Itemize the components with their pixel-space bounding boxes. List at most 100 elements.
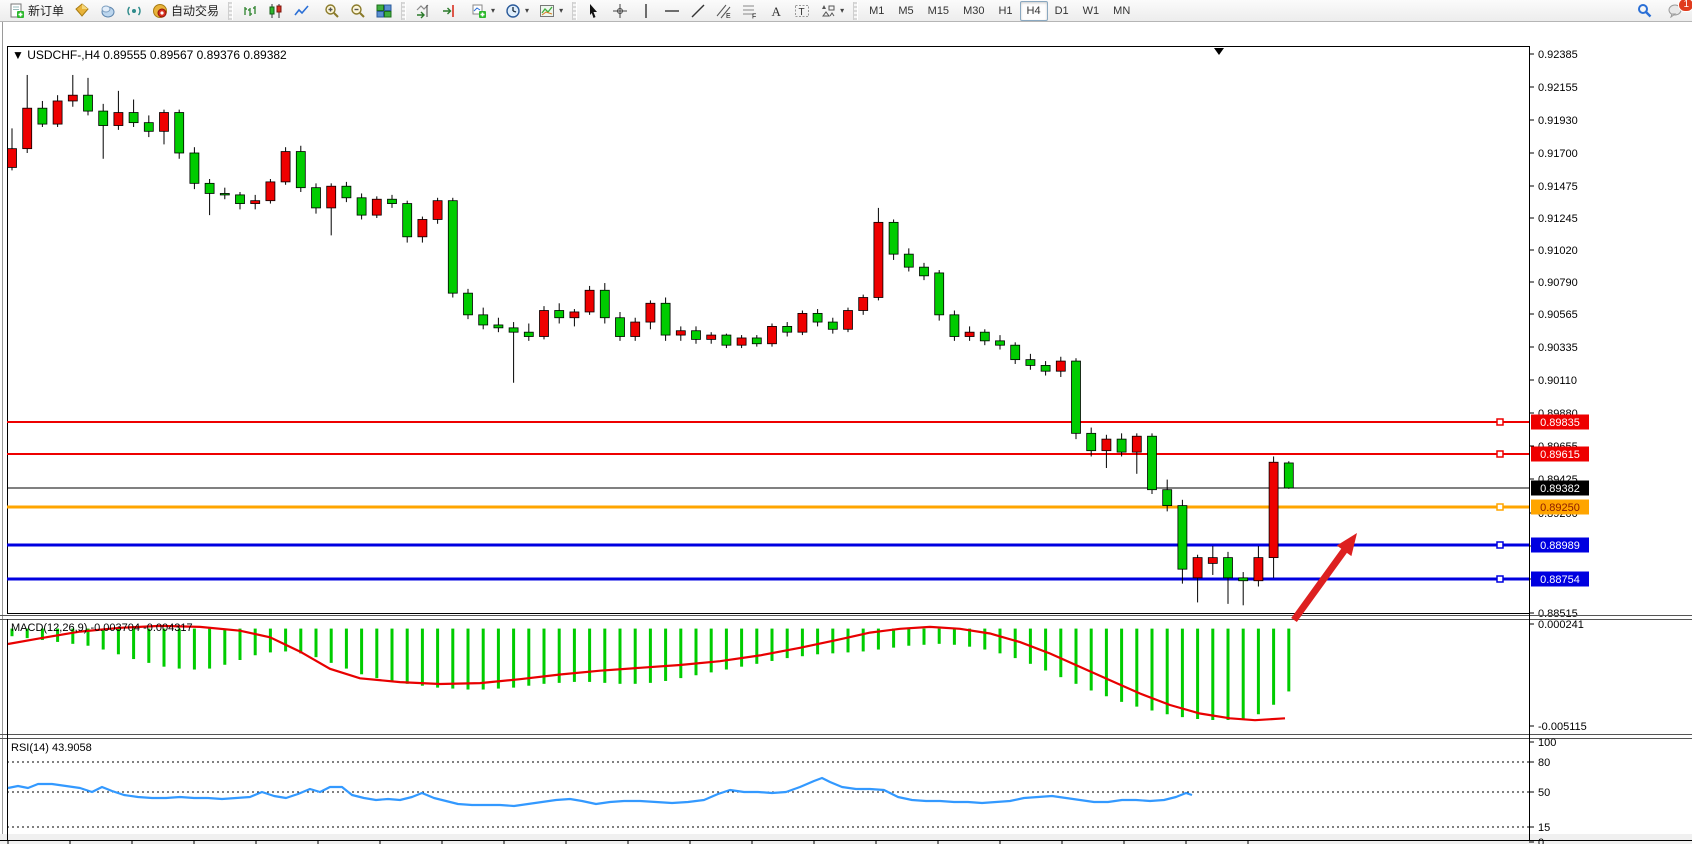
chart-shift-icon xyxy=(443,4,454,17)
rsi-axis-label: 50 xyxy=(1538,787,1550,799)
timeframe-mn-button[interactable]: MN xyxy=(1113,4,1131,17)
candle-body xyxy=(1162,489,1173,506)
price-badge-0.89615 xyxy=(1531,446,1589,462)
tile-windows-button[interactable] xyxy=(371,1,397,21)
search-button[interactable] xyxy=(1632,1,1657,21)
auto-scroll-icon xyxy=(416,4,429,18)
line-handle[interactable] xyxy=(1496,450,1504,458)
trendline-button[interactable] xyxy=(685,1,711,21)
main-toolbar: 新订单 自动交易 ▾ ▾ ▾ E F A T ▾ M1 M5 M15 M30 H1 H4 D1 W1 MN 1 xyxy=(0,0,1692,22)
candle-body xyxy=(843,310,853,330)
tile-windows-icon xyxy=(376,4,392,17)
macd-label: MACD(12,26,9) -0.003704 -0.004317 xyxy=(11,622,193,634)
candle-body xyxy=(1147,435,1157,491)
candle-body xyxy=(873,221,884,298)
svg-text:A: A xyxy=(772,4,782,19)
timeframe-d1-button[interactable]: D1 xyxy=(1054,4,1069,17)
candle-body xyxy=(1071,360,1081,434)
horizontal-line-button[interactable] xyxy=(659,1,685,21)
zoom-in-button[interactable] xyxy=(319,1,345,21)
candle-body xyxy=(858,297,869,311)
toolbar-scroll-group xyxy=(408,0,464,21)
candle-body xyxy=(523,331,534,337)
price-badge-label: 0.89835 xyxy=(1540,417,1580,429)
market-watch-button[interactable] xyxy=(95,1,121,21)
price-badge-label: 0.88989 xyxy=(1540,540,1580,552)
candle-body xyxy=(919,266,929,277)
candle-body xyxy=(387,198,397,204)
shift-marker-icon[interactable] xyxy=(1214,48,1224,55)
add-indicator-button[interactable]: ▾ xyxy=(466,1,500,21)
chevron-down-icon: ▾ xyxy=(559,6,564,15)
line-handle[interactable] xyxy=(1496,575,1504,583)
price-badge-0.88754 xyxy=(1531,571,1589,587)
fibonacci-button[interactable]: F xyxy=(737,1,763,21)
vertical-line-button[interactable] xyxy=(633,1,659,21)
chart-window[interactable]: 0.92385 0.92155 0.91930 0.91700 0.91475 0.912… xyxy=(0,22,1692,844)
timeframe-m15-button[interactable]: M15 xyxy=(927,4,950,17)
candle-body xyxy=(1238,577,1249,582)
signal-button[interactable] xyxy=(121,1,147,21)
line-handle[interactable] xyxy=(1496,418,1504,426)
timeframe-m5-button[interactable]: M5 xyxy=(898,4,914,17)
label-button[interactable]: T xyxy=(789,1,815,21)
candle-body xyxy=(934,272,945,316)
new-order-button[interactable]: 新订单 xyxy=(4,1,69,21)
toolbar-separator xyxy=(572,1,578,20)
candle-body xyxy=(797,312,808,333)
candle-body xyxy=(751,337,762,345)
line-handle[interactable] xyxy=(1496,541,1504,549)
chart-gold-button[interactable] xyxy=(69,1,95,21)
toolbar-right-group: 1 xyxy=(1632,0,1692,21)
candle-body xyxy=(767,325,777,345)
timeframe-m1-button[interactable]: M1 xyxy=(869,4,885,17)
auto-trade-button[interactable]: 自动交易 xyxy=(147,1,224,21)
text-button[interactable]: A xyxy=(763,1,789,21)
candle-body xyxy=(1253,557,1264,582)
trend-arrow-shaft[interactable] xyxy=(1291,543,1351,623)
timeframe-m30-button[interactable]: M30 xyxy=(963,4,985,17)
candlestick-button[interactable] xyxy=(263,1,289,21)
candle-body xyxy=(1055,360,1066,372)
text-icon: A xyxy=(772,4,782,19)
template-button[interactable]: ▾ xyxy=(534,1,568,21)
auto-scroll-button[interactable] xyxy=(410,1,436,21)
price-badge-0.89382 xyxy=(1531,480,1589,496)
notifications-button[interactable]: 1 xyxy=(1663,0,1692,21)
candle-body xyxy=(1207,557,1218,564)
timeframe-h4-button[interactable]: H4 xyxy=(1019,0,1048,21)
timeframe-h1-button[interactable]: H1 xyxy=(998,4,1013,17)
candle-body xyxy=(311,187,321,209)
candle-body xyxy=(812,312,823,323)
bar-chart-button[interactable] xyxy=(237,1,263,21)
period-button[interactable]: ▾ xyxy=(500,1,534,21)
trend-arrow-head[interactable] xyxy=(1336,533,1357,557)
rsi-axis-label: 100 xyxy=(1538,737,1556,749)
chart-shift-button[interactable] xyxy=(436,1,462,21)
candle-body xyxy=(463,292,473,316)
candle-body xyxy=(691,330,701,340)
line-chart-button[interactable] xyxy=(289,1,315,21)
candle-body xyxy=(1268,461,1279,559)
timeframe-w1-button[interactable]: W1 xyxy=(1082,4,1100,17)
candle-body xyxy=(979,331,990,342)
svg-text:F: F xyxy=(752,13,756,19)
chat-bubble-icon xyxy=(1668,4,1682,18)
crosshair-button[interactable] xyxy=(607,1,633,21)
candle-body xyxy=(447,200,458,294)
line-handle[interactable] xyxy=(1496,503,1504,511)
bar-chart-icon xyxy=(244,5,256,16)
rsi-line xyxy=(7,776,1193,808)
price-axis-label: 0.91245 xyxy=(1538,213,1578,225)
price-chart[interactable]: 0.92385 0.92155 0.91930 0.91700 0.91475 0.912… xyxy=(0,22,1692,844)
zoom-out-button[interactable] xyxy=(345,1,371,21)
channel-button[interactable]: E xyxy=(711,1,737,21)
macd-axis-label: 0.000241 xyxy=(1538,619,1584,631)
shapes-button[interactable]: ▾ xyxy=(815,1,849,21)
candle-body xyxy=(52,100,63,125)
rsi-axis-label: 15 xyxy=(1538,822,1550,834)
candle-body xyxy=(265,181,276,202)
hline-icon xyxy=(665,9,680,12)
candle-body xyxy=(174,112,185,154)
cursor-button[interactable] xyxy=(581,1,607,21)
